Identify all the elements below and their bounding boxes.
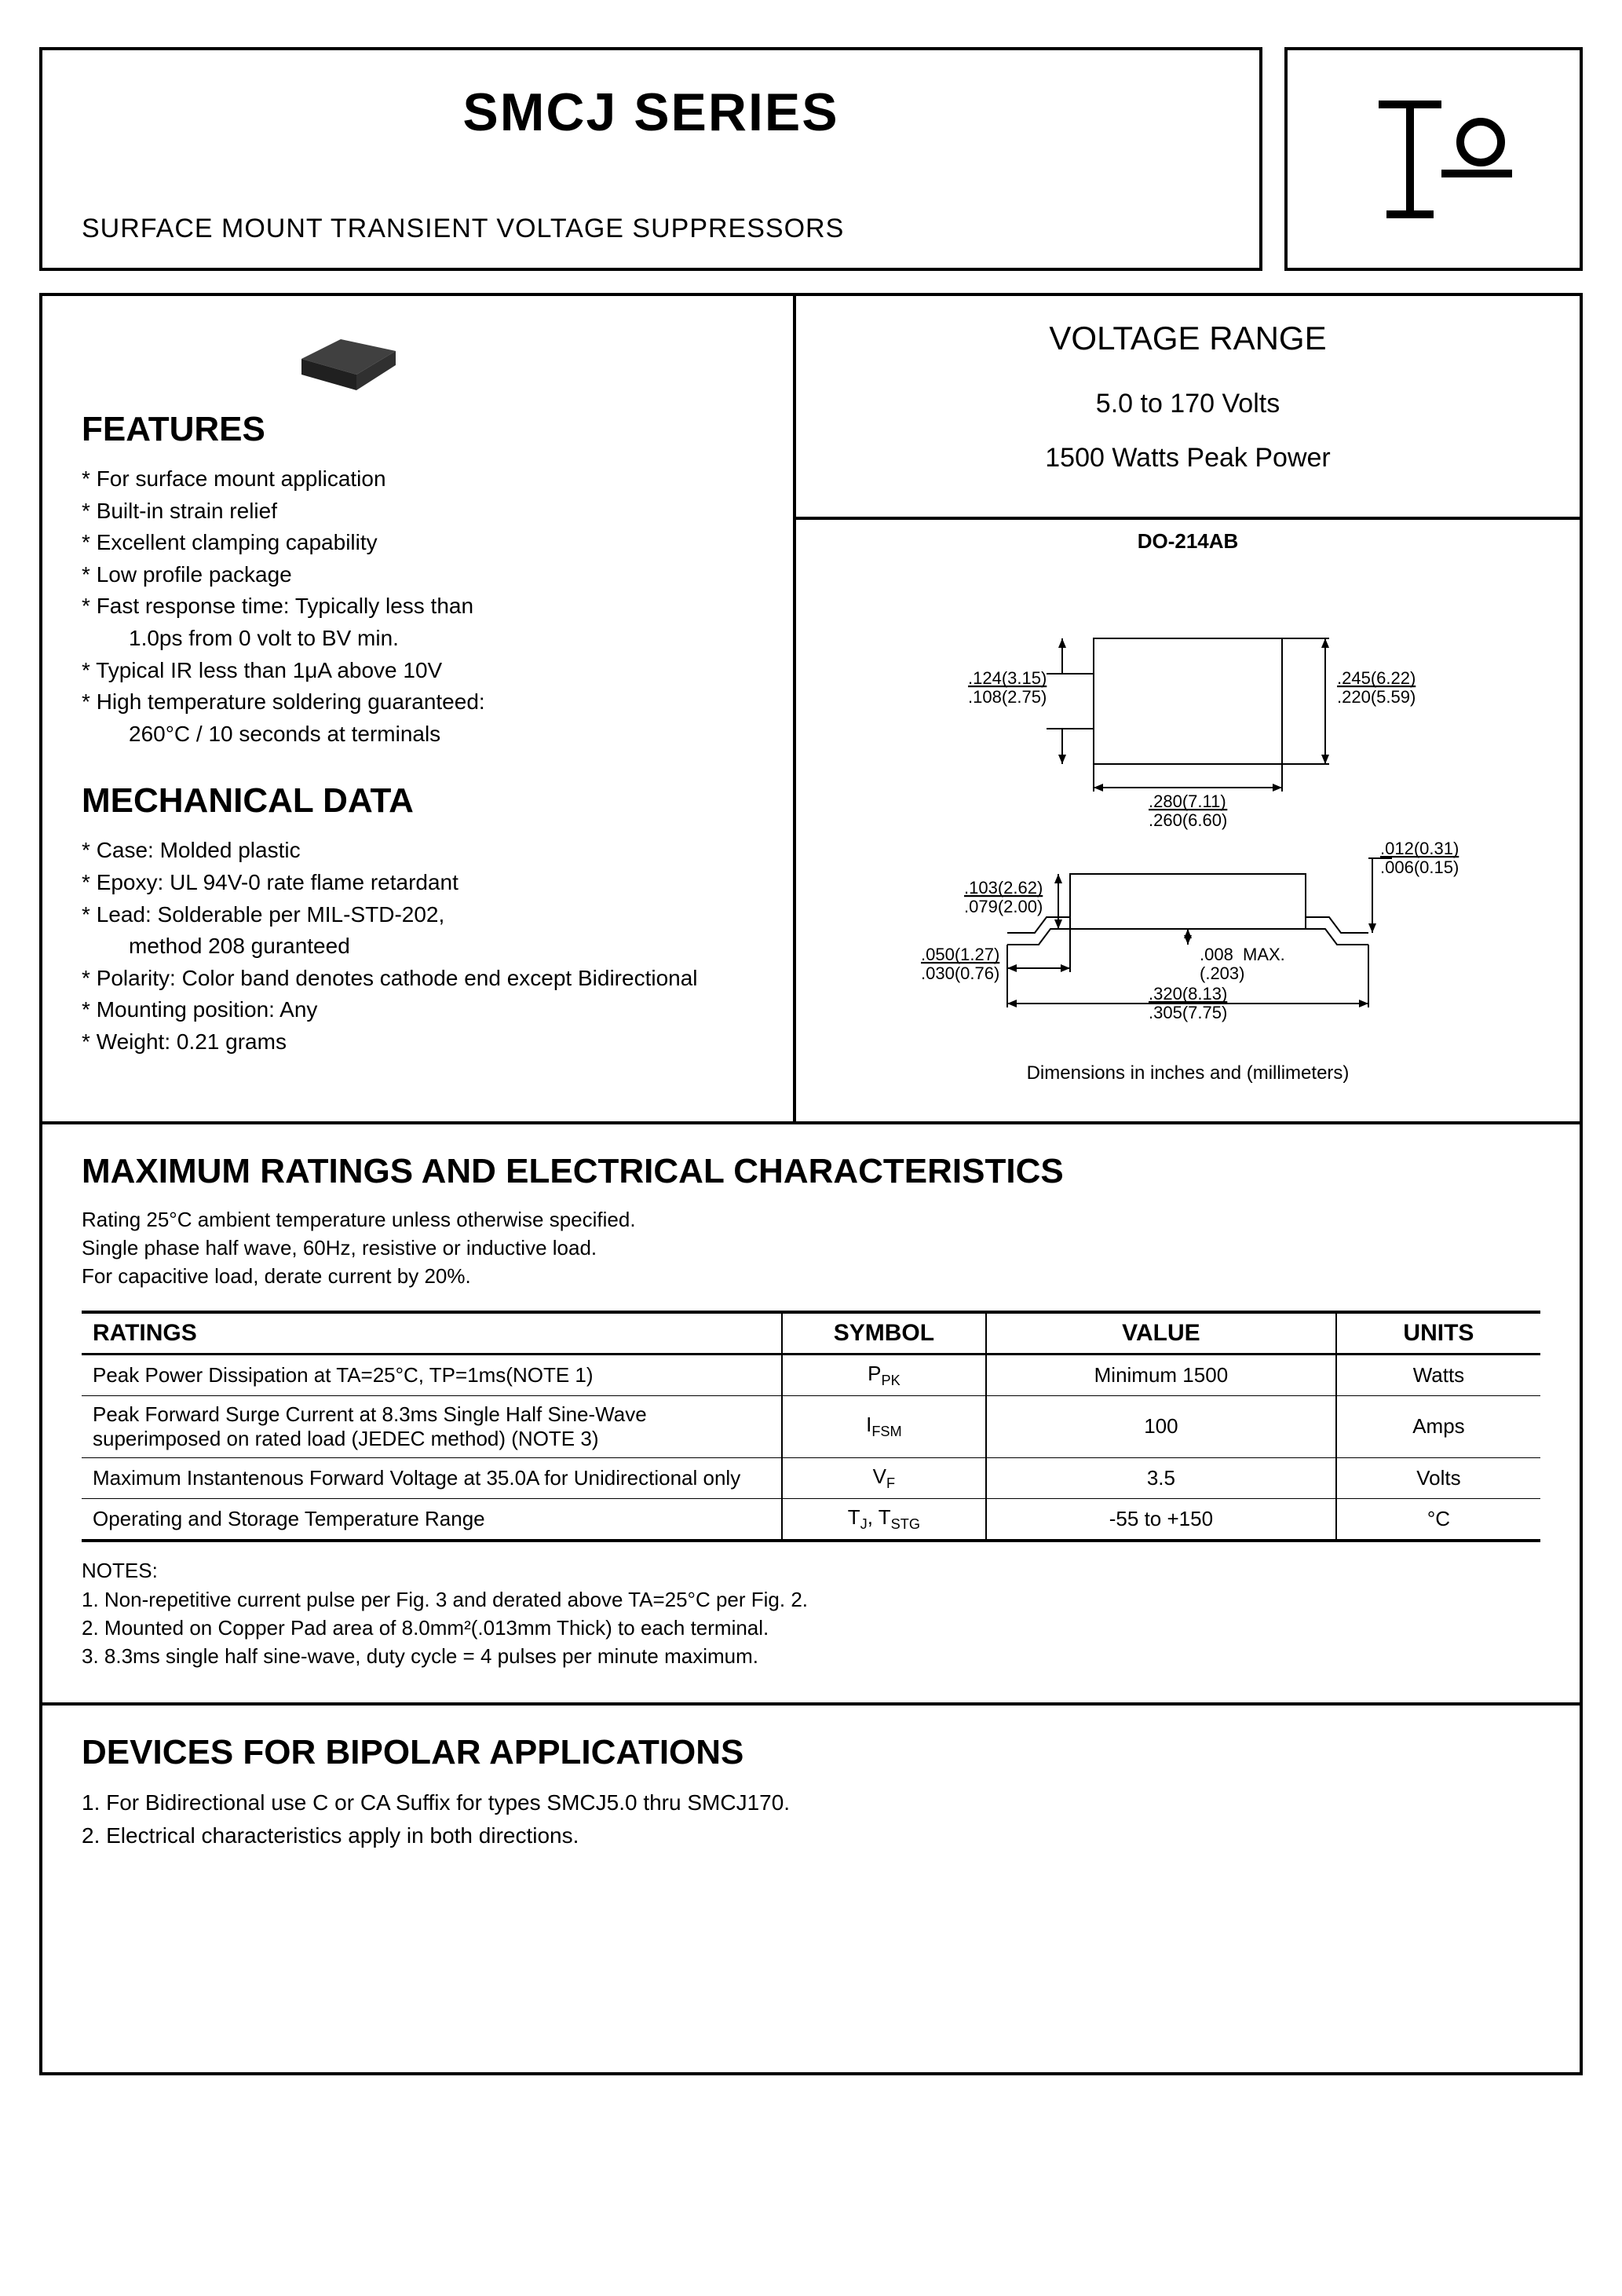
- cell-value: -55 to +150: [986, 1499, 1336, 1541]
- voltage-range-line1: 5.0 to 170 Volts: [812, 389, 1564, 419]
- dim-text: (.203): [1200, 963, 1244, 983]
- title-box: SMCJ SERIES SURFACE MOUNT TRANSIENT VOLT…: [39, 47, 1262, 271]
- dim-text: .008: [1200, 945, 1233, 964]
- cell-symbol: IFSM: [782, 1395, 986, 1457]
- left-column: FEATURES For surface mount applicationBu…: [42, 296, 796, 1121]
- list-item: 260°C / 10 seconds at terminals: [82, 718, 754, 751]
- right-column: VOLTAGE RANGE 5.0 to 170 Volts 1500 Watt…: [796, 296, 1580, 1121]
- mechanical-heading: MECHANICAL DATA: [82, 781, 754, 821]
- dim-text: .103(2.62): [964, 878, 1043, 898]
- dim-text: .305(7.75): [1149, 1003, 1227, 1022]
- table-header: UNITS: [1336, 1312, 1540, 1355]
- dim-text: MAX.: [1243, 945, 1285, 964]
- notes-block: NOTES: 1. Non-repetitive current pulse p…: [82, 1556, 1540, 1671]
- cell-rating: Peak Power Dissipation at TA=25°C, TP=1m…: [82, 1354, 782, 1395]
- cell-units: Amps: [1336, 1395, 1540, 1457]
- dim-text: .012(0.31): [1380, 839, 1459, 858]
- dim-text: .280(7.11): [1149, 792, 1226, 811]
- note-line: 2. Mounted on Copper Pad area of 8.0mm²(…: [82, 1614, 1540, 1642]
- dim-text: .006(0.15): [1380, 857, 1459, 877]
- dimension-note: Dimensions in inches and (millimeters): [1027, 1062, 1350, 1084]
- table-row: Operating and Storage Temperature RangeT…: [82, 1499, 1540, 1541]
- cell-rating: Peak Forward Surge Current at 8.3ms Sing…: [82, 1395, 782, 1457]
- ratings-table: RATINGS SYMBOL VALUE UNITS Peak Power Di…: [82, 1311, 1540, 1543]
- features-heading: FEATURES: [82, 410, 754, 449]
- cell-value: 100: [986, 1395, 1336, 1457]
- subtitle: SURFACE MOUNT TRANSIENT VOLTAGE SUPPRESS…: [82, 214, 1220, 244]
- dim-text: .320(8.13): [1149, 984, 1227, 1004]
- table-row: Peak Forward Surge Current at 8.3ms Sing…: [82, 1395, 1540, 1457]
- cell-rating: Operating and Storage Temperature Range: [82, 1499, 782, 1541]
- table-header: RATINGS: [82, 1312, 782, 1355]
- note-line: 1. Non-repetitive current pulse per Fig.…: [82, 1585, 1540, 1614]
- dim-text: .030(0.76): [921, 963, 999, 983]
- features-list: For surface mount applicationBuilt-in st…: [82, 463, 754, 750]
- list-item: Low profile package: [82, 559, 754, 591]
- list-item: Fast response time: Typically less than: [82, 590, 754, 623]
- voltage-range-line2: 1500 Watts Peak Power: [812, 443, 1564, 473]
- notes-heading: NOTES:: [82, 1556, 1540, 1585]
- cell-symbol: TJ, TSTG: [782, 1499, 986, 1541]
- dim-text: .260(6.60): [1149, 810, 1227, 830]
- table-header: SYMBOL: [782, 1312, 986, 1355]
- chip-icon: [286, 320, 411, 398]
- list-item: For surface mount application: [82, 463, 754, 495]
- list-item: Case: Molded plastic: [82, 835, 754, 867]
- dim-text: .245(6.22): [1337, 668, 1416, 688]
- list-item: Typical IR less than 1μA above 10V: [82, 655, 754, 687]
- table-row: Maximum Instantenous Forward Voltage at …: [82, 1457, 1540, 1498]
- dim-text: .050(1.27): [921, 945, 999, 964]
- max-ratings-section: MAXIMUM RATINGS AND ELECTRICAL CHARACTER…: [42, 1124, 1580, 1706]
- list-item: Excellent clamping capability: [82, 527, 754, 559]
- cell-value: 3.5: [986, 1457, 1336, 1498]
- list-item: Built-in strain relief: [82, 495, 754, 528]
- list-item: Lead: Solderable per MIL-STD-202,: [82, 899, 754, 931]
- bipolar-heading: DEVICES FOR BIPOLAR APPLICATIONS: [82, 1733, 1540, 1772]
- bipolar-line: 1. For Bidirectional use C or CA Suffix …: [82, 1786, 1540, 1819]
- list-item: 1.0ps from 0 volt to BV min.: [82, 623, 754, 655]
- package-diagram: .124(3.15) .108(2.75) .245(6.22) .220(5.…: [796, 563, 1580, 1121]
- bipolar-list: 1. For Bidirectional use C or CA Suffix …: [82, 1786, 1540, 1852]
- voltage-range-heading: VOLTAGE RANGE: [812, 320, 1564, 357]
- main-title: SMCJ SERIES: [82, 82, 1220, 143]
- ratings-intro: Rating 25°C ambient temperature unless o…: [82, 1205, 1540, 1291]
- content-box: FEATURES For surface mount applicationBu…: [39, 293, 1583, 2075]
- list-item: Epoxy: UL 94V-0 rate flame retardant: [82, 867, 754, 899]
- table-row: Peak Power Dissipation at TA=25°C, TP=1m…: [82, 1354, 1540, 1395]
- cell-units: Watts: [1336, 1354, 1540, 1395]
- bipolar-section: DEVICES FOR BIPOLAR APPLICATIONS 1. For …: [42, 1706, 1580, 2072]
- cell-units: Volts: [1336, 1457, 1540, 1498]
- list-item: Polarity: Color band denotes cathode end…: [82, 963, 754, 995]
- max-ratings-heading: MAXIMUM RATINGS AND ELECTRICAL CHARACTER…: [82, 1152, 1540, 1191]
- dim-text: .220(5.59): [1337, 687, 1416, 707]
- cell-symbol: PPK: [782, 1354, 986, 1395]
- bipolar-line: 2. Electrical characteristics apply in b…: [82, 1819, 1540, 1852]
- list-item: method 208 guranteed: [82, 930, 754, 963]
- list-item: High temperature soldering guaranteed:: [82, 686, 754, 718]
- note-line: 3. 8.3ms single half sine-wave, duty cyc…: [82, 1642, 1540, 1670]
- mechanical-list: Case: Molded plasticEpoxy: UL 94V-0 rate…: [82, 835, 754, 1058]
- cell-rating: Maximum Instantenous Forward Voltage at …: [82, 1457, 782, 1498]
- logo-box: [1284, 47, 1583, 271]
- cell-value: Minimum 1500: [986, 1354, 1336, 1395]
- dim-text: .124(3.15): [968, 668, 1047, 688]
- cell-symbol: VF: [782, 1457, 986, 1498]
- dim-text: .079(2.00): [964, 897, 1043, 916]
- cell-units: °C: [1336, 1499, 1540, 1541]
- package-drawing-icon: .124(3.15) .108(2.75) .245(6.22) .220(5.…: [890, 599, 1486, 1039]
- package-label: DO-214AB: [796, 517, 1580, 563]
- dim-text: .108(2.75): [968, 687, 1047, 707]
- voltage-range-block: VOLTAGE RANGE 5.0 to 170 Volts 1500 Watt…: [796, 296, 1580, 517]
- logo-icon: [1355, 81, 1512, 238]
- list-item: Weight: 0.21 grams: [82, 1026, 754, 1058]
- table-header: VALUE: [986, 1312, 1336, 1355]
- list-item: Mounting position: Any: [82, 994, 754, 1026]
